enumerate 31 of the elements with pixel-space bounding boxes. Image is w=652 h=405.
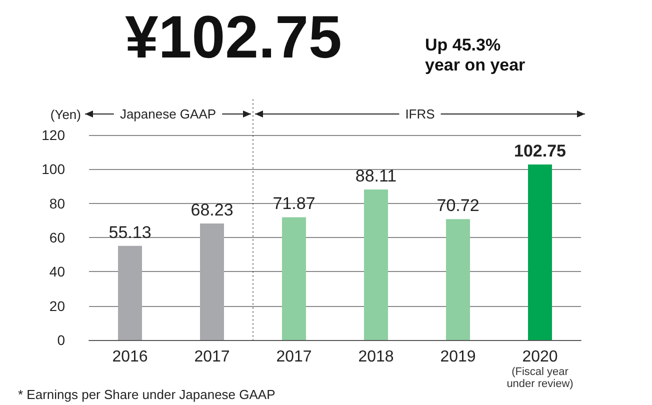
data-label: 68.23 — [190, 200, 234, 220]
bar — [528, 164, 552, 340]
x-tick-label: 2018 — [358, 348, 394, 366]
data-label: 70.72 — [436, 196, 480, 216]
y-tick-label: 20 — [49, 298, 66, 314]
bar — [200, 223, 224, 340]
text: IFRS — [405, 106, 436, 122]
data-label: 88.11 — [355, 166, 397, 186]
x-tick-label: 2019 — [440, 348, 476, 366]
bar — [118, 246, 142, 340]
y-tick-label: 40 — [49, 264, 66, 280]
bar — [282, 217, 306, 340]
y-tick-label: 120 — [42, 127, 66, 143]
bar — [446, 219, 470, 340]
y-tick-label: 80 — [49, 195, 66, 212]
y-tick-label: 60 — [49, 230, 66, 246]
y-tick-label: 100 — [42, 161, 66, 178]
x-tick-label: 2016 — [112, 348, 148, 366]
chart-title: ¥102.75 — [125, 4, 342, 70]
x-tick-label: 2020 (Fiscal year under review) — [506, 348, 574, 390]
text: * Earnings per Share under Japanese GAAP — [18, 387, 276, 402]
chart-subtitle: Up 45.3% year on year — [425, 36, 526, 74]
text: Japanese GAAP — [120, 106, 216, 122]
data-label: 102.75 — [514, 141, 566, 160]
y-tick-label: 0 — [57, 332, 66, 348]
data-label: 55.13 — [108, 222, 152, 242]
x-tick-label: 2017 — [276, 348, 312, 366]
x-tick-label: 2017 — [194, 348, 230, 366]
bar — [364, 189, 388, 340]
data-label: 71.87 — [272, 194, 316, 214]
y-axis-title: (Yen) — [50, 107, 81, 122]
